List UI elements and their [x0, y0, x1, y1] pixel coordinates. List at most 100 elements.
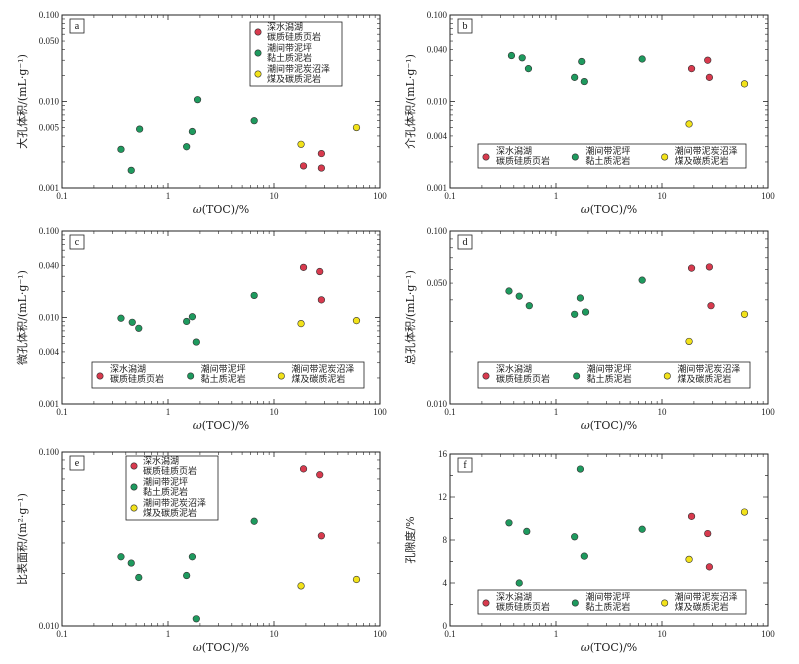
legend-label: 碳质硅质页岩	[110, 373, 164, 385]
y-tick-label: 8	[443, 535, 448, 545]
data-point-series-lagoon	[316, 471, 324, 479]
panel-label-box	[457, 234, 473, 250]
data-point-series-lagoon	[317, 532, 325, 540]
data-point-series-mudflat	[581, 308, 590, 316]
y-tick-label: 0.001	[39, 399, 59, 409]
data-point-series-mudflat	[250, 291, 258, 300]
data-point-series-mudflat	[505, 287, 513, 295]
legend-label: 黏土质泥岩	[267, 52, 312, 64]
data-point-series-swamp	[352, 575, 361, 584]
data-point-series-lagoon	[317, 149, 325, 158]
y-tick-label: 0.050	[427, 278, 448, 288]
data-point-series-mudflat	[127, 559, 135, 567]
data-point-series-mudflat	[117, 145, 125, 153]
y-tick-label: 0.100	[39, 10, 60, 20]
data-point-series-mudflat	[183, 317, 191, 326]
legend-label: 潮间带泥炭沼泽	[675, 591, 738, 603]
y-tick-label: 0.010	[427, 97, 448, 107]
legend-label: 潮间带泥炭沼泽	[677, 363, 740, 375]
data-point-series-swamp	[740, 80, 749, 88]
legend-label: 煤及碳质泥岩	[675, 155, 729, 167]
panel-label-box	[457, 457, 473, 473]
x-tick-label: 10	[658, 629, 668, 639]
x-axis-label-unit: (TOC)/%	[202, 203, 250, 216]
x-axis-label: ω(TOC)/%	[581, 203, 638, 216]
x-axis-label-symbol: ω	[581, 203, 590, 216]
y-tick-label: 0.100	[39, 226, 60, 236]
data-point-series-mudflat	[188, 553, 197, 561]
x-axis-label: ω(TOC)/%	[193, 641, 250, 654]
legend-marker	[482, 599, 490, 607]
x-tick-label: 0.1	[444, 191, 455, 201]
x-tick-label: 10	[658, 407, 668, 417]
x-tick-label: 10	[270, 629, 280, 639]
panel-label-box	[69, 455, 85, 471]
data-point-series-mudflat	[638, 55, 646, 63]
data-point-series-mudflat	[507, 51, 516, 60]
x-tick-label: 1	[554, 629, 559, 639]
legend-label: 黏土质泥岩	[585, 155, 630, 167]
panel-b: 0.1 1 10 100 0.001 0.004 0.010 0.040 0.100 介孔体积/(…	[403, 10, 775, 216]
data-point-series-mudflat	[524, 65, 533, 73]
panel-label-box	[457, 18, 473, 34]
x-tick-label: 1	[166, 191, 171, 201]
data-point-series-mudflat	[638, 525, 646, 533]
data-point-series-mudflat	[571, 310, 579, 318]
legend-label: 碳质硅质页岩	[496, 155, 550, 167]
data-point-series-lagoon	[705, 563, 713, 571]
data-point-series-lagoon	[704, 56, 712, 64]
y-axis-label: 大孔体积/(mL·g⁻¹)	[15, 54, 29, 149]
legend-label: 潮间带泥坪	[143, 476, 188, 488]
data-point-series-mudflat	[127, 166, 135, 174]
legend-marker	[254, 28, 262, 36]
legend-label: 碳质硅质页岩	[143, 465, 197, 477]
y-tick-label: 0.010	[39, 313, 60, 323]
legend-marker	[277, 372, 285, 380]
legend-label: 潮间带泥炭沼泽	[675, 145, 738, 157]
data-point-series-lagoon	[299, 162, 308, 170]
data-point-series-lagoon	[707, 302, 715, 310]
x-tick-label: 100	[761, 629, 775, 639]
x-axis-label-symbol: ω	[193, 641, 202, 654]
panel-e: 0.1 1 10 100 0.010 0.100 比表面积/(m²·g⁻¹) ω(TOC)/%…	[15, 447, 387, 654]
legend-marker	[130, 462, 138, 470]
x-tick-label: 100	[373, 407, 387, 417]
panel-label: b	[463, 21, 468, 32]
data-point-series-mudflat	[193, 96, 202, 104]
y-tick-label: 0.040	[427, 44, 448, 54]
y-tick-label: 0.100	[427, 226, 448, 236]
y-tick-label: 0.010	[427, 399, 448, 409]
y-tick-label: 0.100	[427, 10, 448, 20]
panel-a: 0.1 1 10 100 0.001 0.005 0.010 0.050 0.100 大孔体积/(…	[15, 10, 387, 216]
legend-label: 煤及碳质泥岩	[677, 373, 731, 385]
x-tick-label: 0.1	[56, 407, 67, 417]
legend-marker	[482, 153, 490, 161]
legend-marker	[187, 372, 195, 380]
data-point-series-swamp	[297, 140, 305, 148]
data-point-series-mudflat	[580, 77, 588, 86]
data-point-series-mudflat	[571, 73, 579, 81]
legend-label: 煤及碳质泥岩	[291, 373, 345, 385]
panel-label-box	[69, 234, 85, 250]
x-tick-label: 10	[270, 407, 280, 417]
data-point-series-mudflat	[580, 552, 588, 560]
x-axis-label-symbol: ω	[581, 641, 590, 654]
y-tick-label: 4	[443, 578, 448, 588]
data-point-series-mudflat	[135, 573, 143, 582]
y-tick-label: 0	[443, 621, 448, 631]
legend-label: 潮间带泥坪	[585, 591, 630, 603]
data-point-series-swamp	[297, 582, 305, 590]
y-tick-label: 0.005	[39, 123, 60, 133]
data-point-series-mudflat	[523, 527, 531, 536]
x-tick-label: 0.1	[444, 629, 455, 639]
legend-label: 深水潟湖	[143, 455, 179, 467]
data-point-series-swamp	[685, 120, 693, 128]
x-tick-label: 100	[761, 407, 775, 417]
data-point-series-mudflat	[505, 519, 513, 527]
x-tick-label: 100	[373, 629, 387, 639]
